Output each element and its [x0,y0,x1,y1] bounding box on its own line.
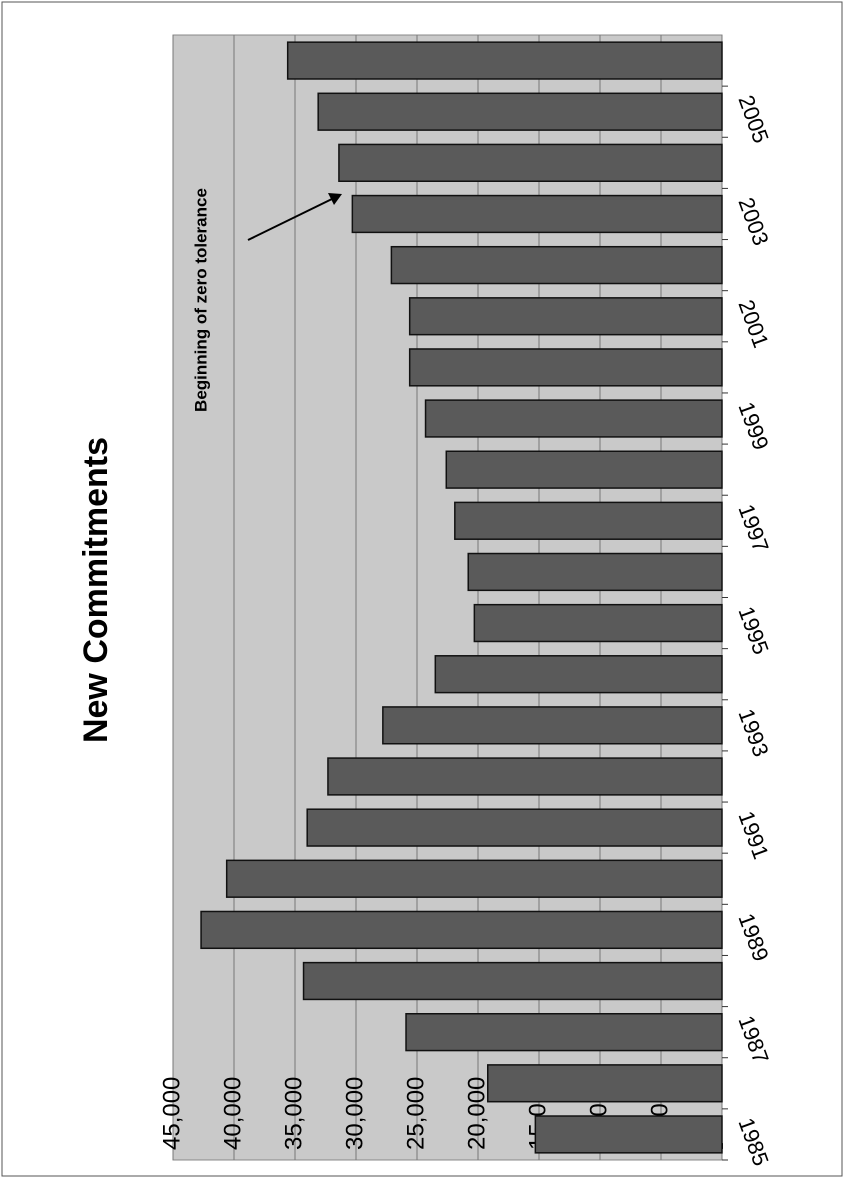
bar [225,859,723,898]
y-tick-label: 45,000 [158,1077,185,1150]
bar [286,41,723,80]
bar [382,706,723,745]
bar [306,808,723,847]
y-tick-label: 40,000 [219,1077,246,1150]
bar [327,757,723,796]
bar [200,910,723,950]
bar [467,552,723,592]
bar [408,297,723,336]
bar [434,655,723,694]
bar [351,194,723,234]
bar [454,501,723,540]
y-tick-label: 35,000 [280,1077,307,1150]
annotation-arrowhead [328,193,342,205]
bar [487,1064,723,1103]
bar [534,1115,723,1154]
bar [424,399,723,438]
bar [408,348,723,387]
bar [445,450,723,489]
y-tick-label: 25,000 [402,1077,429,1150]
annotation-arrow [247,197,335,241]
y-tick-label: 30,000 [341,1077,368,1150]
bar [473,603,723,643]
bar [317,92,723,131]
y-tick-label: 20,000 [463,1077,490,1150]
bar [390,245,723,285]
bar [302,961,723,1001]
bar [338,143,723,183]
annotation: Beginning of zero tolerance [191,188,210,412]
chart-title: New Commitments [77,437,115,743]
bar [405,1013,723,1052]
